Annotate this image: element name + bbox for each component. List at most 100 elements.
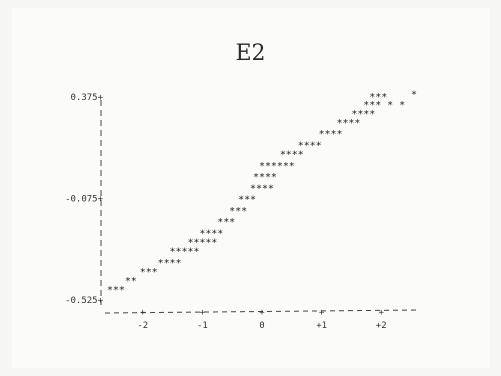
x-tick-label: -1: [197, 321, 208, 331]
data-point: *: [298, 140, 304, 151]
data-point: *: [131, 276, 137, 287]
x-tick-label: 0: [259, 321, 264, 331]
data-point: *: [399, 100, 405, 111]
data-point: *: [325, 129, 331, 140]
data-point: *: [268, 183, 274, 194]
data-point: *: [193, 247, 199, 258]
data-point: *: [363, 100, 369, 111]
x-tick-mark: +: [200, 308, 206, 318]
y-ticks: 0.375+ -0.075+ -0.525+: [65, 93, 104, 306]
data-point: *: [152, 267, 158, 278]
x-tick-label: +1: [316, 321, 327, 331]
data-point: *: [280, 150, 286, 161]
data-point: *: [286, 150, 292, 161]
data-point: *: [310, 140, 316, 151]
data-point: *: [205, 237, 211, 248]
y-tick-label: 0.375+: [70, 93, 103, 103]
y-tick-label: -0.075+: [65, 195, 104, 205]
data-point: *: [193, 237, 199, 248]
data-point: *: [146, 267, 152, 278]
data-point: *: [140, 267, 146, 278]
data-point: *: [229, 217, 235, 228]
data-point: *: [259, 161, 265, 172]
data-point: *: [331, 129, 337, 140]
data-point: *: [336, 118, 342, 129]
data-point: *: [387, 100, 393, 111]
data-point: *: [292, 150, 298, 161]
data-points: * * ** ** * ** * * ** * * * ** * * * ** * * ** * ** * ** * ** * * **…: [107, 90, 417, 296]
data-point: *: [158, 258, 164, 269]
data-point: *: [119, 285, 125, 296]
data-point: *: [271, 161, 277, 172]
paper-sheet: [12, 8, 490, 368]
x-tick-label: +2: [376, 321, 387, 331]
data-point: *: [253, 172, 259, 183]
data-point: *: [283, 161, 289, 172]
x-axis-line: [104, 309, 419, 314]
data-point: *: [354, 118, 360, 129]
data-point: *: [211, 228, 217, 239]
data-point: *: [181, 247, 187, 258]
data-point: *: [211, 237, 217, 248]
chart-title: E2: [235, 41, 266, 66]
data-point: *: [304, 140, 310, 151]
data-point: *: [217, 228, 223, 239]
data-point: *: [336, 129, 342, 140]
data-point: *: [277, 161, 283, 172]
x-tick-mark: +: [140, 308, 146, 318]
data-point: *: [229, 206, 235, 217]
data-point: *: [199, 237, 205, 248]
data-point: *: [411, 90, 417, 101]
data-point: *: [176, 247, 182, 258]
axes: [100, 100, 419, 314]
data-point: *: [363, 109, 369, 120]
data-point: *: [107, 285, 113, 296]
data-point: *: [250, 183, 256, 194]
data-point: *: [256, 183, 262, 194]
data-point: *: [238, 195, 244, 206]
x-tick-mark: +: [259, 308, 265, 318]
data-point: *: [176, 258, 182, 269]
data-point: *: [289, 161, 295, 172]
data-point: *: [164, 258, 170, 269]
data-point: *: [187, 247, 193, 258]
x-tick-label: -2: [137, 321, 148, 331]
x-tick-mark: +: [379, 308, 385, 318]
data-point: *: [348, 118, 354, 129]
data-point: *: [369, 100, 375, 111]
y-tick-label: -0.525+: [65, 296, 104, 306]
data-point: *: [369, 109, 375, 120]
data-point: *: [125, 276, 131, 287]
data-point: *: [381, 92, 387, 103]
data-point: *: [342, 118, 348, 129]
data-point: *: [316, 140, 322, 151]
data-point: *: [170, 247, 176, 258]
data-point: *: [170, 258, 176, 269]
x-tick-mark: +: [319, 308, 325, 318]
data-point: *: [351, 109, 357, 120]
data-point: *: [113, 285, 119, 296]
data-point: *: [271, 172, 277, 183]
data-point: *: [199, 228, 205, 239]
data-point: *: [259, 172, 265, 183]
data-point: *: [187, 237, 193, 248]
x-ticks: + -2 + -1 +0 + +1 + +2: [137, 308, 386, 331]
data-point: *: [375, 100, 381, 111]
data-point: *: [319, 129, 325, 140]
data-point: *: [241, 206, 247, 217]
data-point: *: [375, 92, 381, 103]
data-point: *: [250, 195, 256, 206]
data-point: *: [244, 195, 250, 206]
data-point: *: [223, 217, 229, 228]
data-point: *: [369, 92, 375, 103]
data-point: *: [357, 109, 363, 120]
data-point: *: [217, 217, 223, 228]
data-point: *: [205, 228, 211, 239]
data-point: *: [235, 206, 241, 217]
data-point: *: [298, 150, 304, 161]
data-point: *: [262, 183, 268, 194]
data-point: *: [265, 161, 271, 172]
data-point: *: [265, 172, 271, 183]
